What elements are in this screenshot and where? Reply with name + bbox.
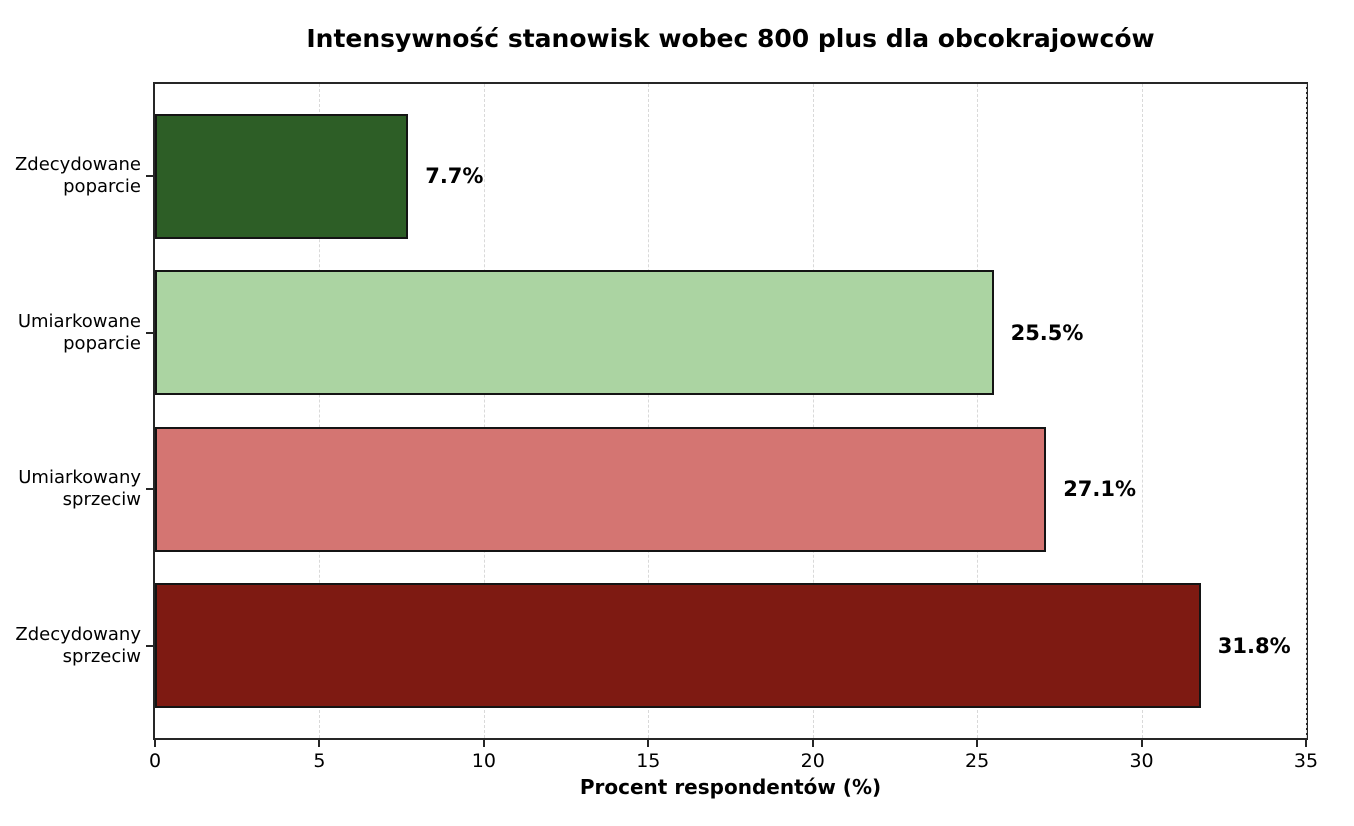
gridline-35	[1306, 84, 1307, 738]
bar-value-label-1: 7.7%	[425, 164, 484, 189]
x-tick-mark-5	[318, 740, 321, 747]
x-tick-mark-15	[647, 740, 650, 747]
bar-3	[155, 426, 1047, 552]
x-tick-label-10: 10	[471, 750, 496, 772]
y-tick-label-2: Umiarkowane poparcie	[18, 311, 141, 355]
x-tick-mark-35	[1305, 740, 1307, 747]
gridline-20	[812, 84, 814, 738]
gridline-15	[648, 84, 650, 738]
x-tick-label-15: 15	[636, 750, 661, 772]
gridline-5	[319, 84, 321, 738]
y-tick-label-line: sprzeciw	[62, 489, 141, 511]
x-tick-mark-30	[1140, 740, 1143, 747]
chart-title: Intensywność stanowisk wobec 800 plus dl…	[306, 24, 1155, 53]
x-tick-label-30: 30	[1129, 750, 1154, 772]
x-tick-mark-10	[482, 740, 485, 747]
y-tick-label-line: sprzeciw	[62, 645, 141, 667]
y-tick-label-4: Zdecydowany sprzeciw	[15, 624, 141, 668]
x-axis-label: Procent respondentów (%)	[579, 775, 882, 799]
bar-value-label-2: 25.5%	[1010, 320, 1084, 345]
gridline-25	[977, 84, 979, 738]
y-tick-label-3: Umiarkowany sprzeciw	[18, 467, 141, 511]
x-tick-label-25: 25	[965, 750, 990, 772]
y-tick-mark-1	[146, 175, 153, 178]
x-tick-mark-0	[154, 740, 156, 747]
bar-value-label-4: 31.8%	[1217, 633, 1291, 658]
y-tick-label-line: Zdecydowany	[15, 623, 141, 645]
y-tick-label-line: Umiarkowane	[17, 310, 141, 332]
plot-area	[153, 82, 1308, 740]
x-tick-label-20: 20	[800, 750, 825, 772]
bar-2	[155, 270, 994, 396]
bar-4	[155, 583, 1201, 709]
x-tick-label-5: 5	[313, 750, 326, 772]
x-tick-label-35: 35	[1293, 750, 1319, 772]
y-tick-mark-3	[146, 488, 153, 491]
y-tick-label-line: Umiarkowany	[18, 467, 141, 489]
y-tick-mark-2	[146, 331, 153, 334]
x-tick-mark-20	[811, 740, 814, 747]
y-tick-label-line: poparcie	[63, 176, 141, 198]
y-tick-label-1: Zdecydowane poparcie	[15, 154, 141, 198]
bar-value-label-3: 27.1%	[1063, 477, 1137, 502]
gridline-10	[483, 84, 485, 738]
bar-1	[155, 113, 409, 239]
y-tick-label-line: poparcie	[63, 332, 141, 354]
y-tick-mark-4	[146, 644, 153, 647]
y-tick-label-line: Zdecydowane	[14, 154, 141, 176]
x-tick-mark-25	[976, 740, 979, 747]
x-tick-label-0: 0	[148, 750, 162, 772]
gridline-30	[1141, 84, 1143, 738]
